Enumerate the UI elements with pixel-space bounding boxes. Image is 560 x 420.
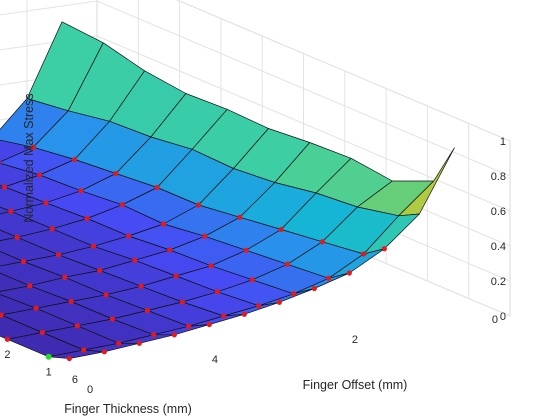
data-point-marker bbox=[186, 323, 192, 329]
data-point-marker bbox=[119, 202, 125, 208]
data-point-marker bbox=[284, 261, 290, 267]
data-point-marker bbox=[202, 233, 208, 239]
data-point-marker bbox=[55, 252, 62, 258]
data-point-marker bbox=[173, 273, 179, 279]
data-point-marker bbox=[0, 312, 4, 318]
data-point-marker bbox=[243, 247, 249, 253]
data-point-marker bbox=[206, 321, 212, 328]
data-point-marker bbox=[381, 246, 387, 252]
data-point-marker bbox=[278, 226, 284, 233]
tick-labels: 00.20.40.60.8101234560246 bbox=[4, 136, 506, 396]
data-point-marker bbox=[43, 200, 49, 206]
z-tick-label: 1 bbox=[500, 136, 506, 148]
data-point-marker bbox=[138, 283, 144, 289]
x-tick-label: 2 bbox=[4, 349, 10, 361]
data-point-marker bbox=[81, 347, 87, 353]
data-point-marker bbox=[291, 291, 297, 297]
data-point-marker bbox=[151, 332, 157, 338]
data-point-marker bbox=[311, 285, 317, 292]
data-point-marker bbox=[72, 156, 78, 163]
data-point-marker bbox=[195, 202, 202, 208]
z-tick-label: 0 bbox=[500, 311, 506, 323]
data-point-marker bbox=[171, 332, 177, 338]
y-tick-label: 2 bbox=[352, 334, 358, 346]
data-point-marker bbox=[62, 274, 68, 280]
data-point-marker bbox=[2, 184, 8, 190]
data-point-marker bbox=[74, 323, 80, 329]
data-point-marker bbox=[249, 277, 255, 283]
data-point-marker bbox=[84, 215, 90, 222]
data-point-marker bbox=[0, 160, 1, 165]
data-point-marker bbox=[37, 172, 43, 178]
data-point-marker bbox=[319, 239, 325, 245]
data-point-marker bbox=[8, 208, 14, 214]
data-point-marker bbox=[241, 311, 247, 317]
data-point-marker bbox=[66, 355, 72, 362]
data-point-marker bbox=[326, 275, 332, 281]
data-point-marker bbox=[39, 329, 46, 336]
data-point-marker bbox=[49, 226, 55, 232]
data-point-marker bbox=[179, 299, 185, 305]
data-point-marker bbox=[346, 270, 352, 276]
data-point-marker bbox=[221, 313, 227, 319]
data-point-marker bbox=[208, 263, 214, 269]
data-point-marker bbox=[30, 144, 36, 150]
data-point-marker bbox=[20, 258, 27, 265]
surface-face bbox=[0, 139, 34, 163]
data-point-marker bbox=[113, 170, 119, 177]
data-point-marker bbox=[90, 243, 97, 249]
z-tick-label: 0.8 bbox=[491, 171, 506, 183]
data-point-marker bbox=[237, 214, 243, 220]
surface-face bbox=[0, 206, 12, 215]
data-point-marker bbox=[109, 316, 115, 322]
optimum-marker bbox=[45, 353, 52, 360]
data-point-marker bbox=[136, 340, 142, 346]
data-point-marker bbox=[101, 349, 107, 355]
z-axis-label: Normalized Max Stress bbox=[22, 93, 36, 222]
data-point-marker bbox=[154, 184, 160, 191]
data-point-marker bbox=[160, 221, 167, 227]
data-point-marker bbox=[125, 233, 132, 239]
y-tick-label: 6 bbox=[72, 374, 78, 386]
x-tick-label: 1 bbox=[46, 367, 52, 379]
data-point-marker bbox=[33, 305, 39, 311]
data-point-marker bbox=[68, 298, 74, 305]
x-axis-label: Finger Offset (mm) bbox=[303, 378, 408, 392]
data-point-marker bbox=[132, 257, 138, 263]
data-point-marker bbox=[116, 340, 122, 346]
data-point-marker bbox=[27, 283, 33, 289]
z-tick-label: 0.6 bbox=[491, 206, 506, 218]
data-point-marker bbox=[4, 336, 10, 342]
y-tick-label: 0 bbox=[492, 314, 498, 326]
data-point-marker bbox=[97, 267, 103, 274]
data-point-marker bbox=[103, 292, 109, 298]
data-point-marker bbox=[167, 247, 173, 253]
stress-surface bbox=[0, 21, 455, 359]
sample-markers bbox=[0, 144, 387, 362]
data-point-marker bbox=[14, 234, 20, 240]
data-point-marker bbox=[361, 251, 367, 257]
y-tick-label: 4 bbox=[212, 354, 218, 366]
data-point-marker bbox=[276, 299, 282, 305]
z-tick-label: 0.4 bbox=[491, 241, 506, 253]
data-point-marker bbox=[256, 303, 262, 309]
y-axis-label: Finger Thickness (mm) bbox=[64, 402, 192, 416]
z-tick-label: 0.2 bbox=[491, 276, 506, 288]
data-point-marker bbox=[214, 289, 220, 295]
data-point-marker bbox=[78, 188, 84, 194]
x-tick-label: 0 bbox=[87, 384, 93, 396]
data-point-marker bbox=[144, 307, 150, 314]
